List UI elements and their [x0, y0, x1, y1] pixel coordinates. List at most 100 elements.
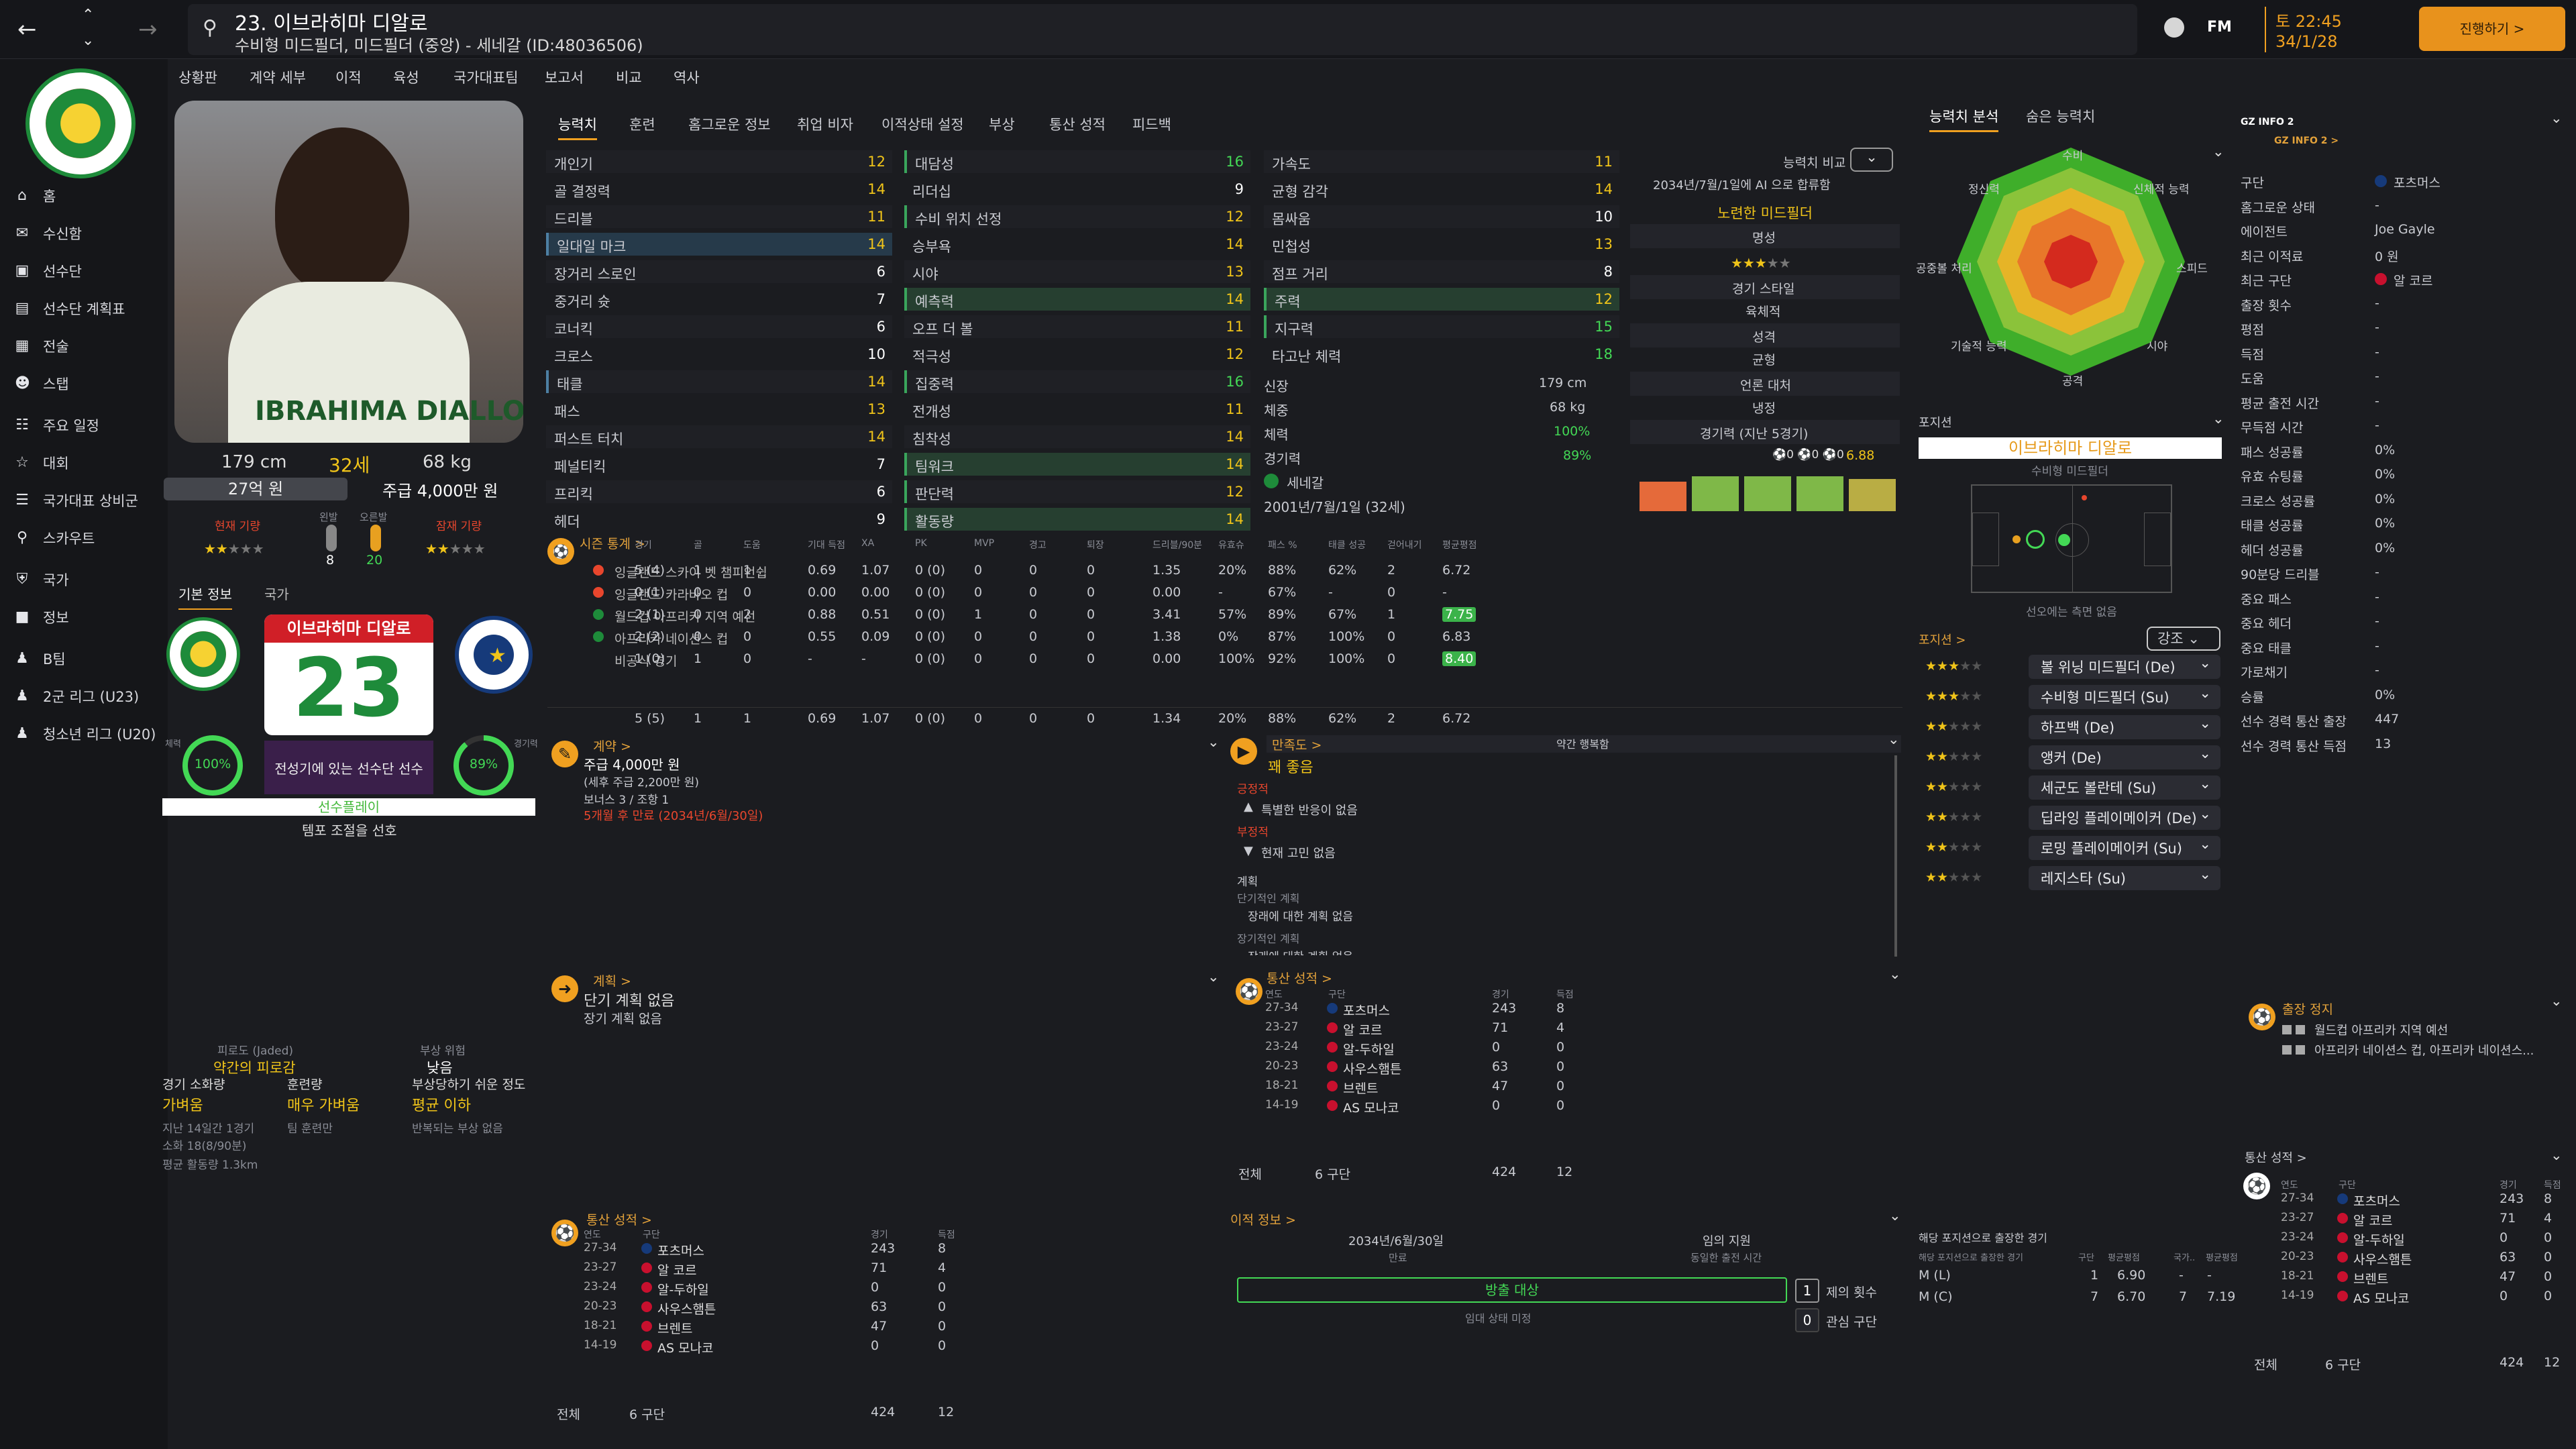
role-selector[interactable]: 로밍 플레이메이커 (Su) ⌄ — [2029, 836, 2220, 860]
suspension-collapse-icon[interactable]: ⌄ — [2551, 993, 2563, 1009]
attribute-row[interactable]: 적극성 12 — [904, 343, 1250, 366]
contract-title[interactable]: 계약 > — [593, 739, 631, 754]
role-selector[interactable]: 앵커 (De) ⌄ — [2029, 745, 2220, 769]
sidebar-item-competitions[interactable]: ☆ 대회 — [15, 449, 69, 476]
attribute-row[interactable]: 침착성 14 — [904, 425, 1250, 448]
attribute-row[interactable]: 장거리 스로인 6 — [546, 260, 892, 283]
attribute-row[interactable]: 주력 12 — [1264, 288, 1619, 311]
role-selector[interactable]: 수비형 미드필더 (Su) ⌄ — [2029, 685, 2220, 709]
chevron-down-icon[interactable]: ⌄ — [82, 32, 95, 49]
attribute-row[interactable]: 퍼스트 터치 14 — [546, 425, 892, 448]
tab-injuries[interactable]: 부상 — [989, 117, 1015, 133]
attribute-row[interactable]: 전개성 11 — [904, 398, 1250, 421]
season-row[interactable]: 월드컵 아프리카 지역 예선 2 (1) 0 2 0.88 0.51 0 (0) 1 0 0 3.4… — [547, 604, 1902, 625]
career-club[interactable]: 사우스햄튼 — [1343, 1062, 1402, 1077]
chevron-up-icon[interactable]: ⌃ — [82, 7, 95, 23]
career-title-2[interactable]: 통산 성적 > — [586, 1213, 652, 1228]
subnav-international[interactable]: 국가대표팀 — [453, 70, 519, 86]
attribute-row[interactable]: 대담성 16 — [904, 150, 1250, 173]
sidebar-item-squad[interactable]: ▣ 선수단 — [15, 258, 82, 284]
tab-work-permit[interactable]: 취업 비자 — [797, 117, 853, 133]
tab-career-stats[interactable]: 통산 성적 — [1049, 117, 1106, 133]
sidebar-item-u23[interactable]: ♟ 2군 리그 (U23) — [15, 683, 139, 710]
transfer-title[interactable]: 이적 정보 > — [1230, 1213, 1296, 1228]
attribute-row[interactable]: 패스 13 — [546, 398, 892, 421]
career-club[interactable]: 브렌트 — [1343, 1081, 1379, 1096]
attribute-row[interactable]: 드리블 11 — [546, 205, 892, 228]
career-collapse-icon-3[interactable]: ⌄ — [2551, 1147, 2563, 1163]
search-bar[interactable]: ⚲ 23. 이브라히마 디알로 수비형 미드필더, 미드필더 (중앙) - 세네… — [188, 4, 2137, 55]
tab-basic-info[interactable]: 기본 정보 — [178, 584, 232, 610]
attribute-row[interactable]: 민첩성 13 — [1264, 233, 1619, 256]
career-club[interactable]: 사우스햄튼 — [2353, 1252, 2412, 1267]
career-title[interactable]: 통산 성적 > — [1267, 971, 1332, 986]
attribute-row[interactable]: 예측력 14 — [904, 288, 1250, 311]
career-club[interactable]: 사우스햄튼 — [657, 1302, 716, 1317]
attribute-row[interactable]: 프리킥 6 — [546, 480, 892, 503]
attribute-row[interactable]: 집중력 16 — [904, 370, 1250, 393]
ability-collapse-icon[interactable]: ⌄ — [2212, 144, 2224, 160]
career-collapse-icon[interactable]: ⌄ — [1889, 966, 1901, 982]
nation-badge[interactable] — [25, 68, 136, 178]
subnav-transfer[interactable]: 이적 — [335, 70, 362, 86]
career-club[interactable]: 브렌트 — [657, 1322, 693, 1336]
sidebar-item-national-squad[interactable]: ☰ 국가대표 상비군 — [15, 487, 138, 514]
sidebar-item-u20[interactable]: ♟ 청소년 리그 (U20) — [15, 720, 156, 747]
role-selector[interactable]: 세군도 볼란테 (Su) ⌄ — [2029, 775, 2220, 800]
attribute-row[interactable]: 시야 13 — [904, 260, 1250, 283]
season-row[interactable]: 비공식 경기 1 (0) 1 0 - - 0 (0) 0 0 0 0.00 100% 92% 100% 0 8… — [547, 648, 1902, 669]
attribute-row[interactable]: 수비 위치 선정 12 — [904, 205, 1250, 228]
attribute-row[interactable]: 태클 14 — [546, 370, 892, 393]
career-club[interactable]: 알 코르 — [1343, 1023, 1383, 1038]
career-club[interactable]: 포츠머스 — [2353, 1194, 2400, 1209]
attribute-row[interactable]: 개인기 12 — [546, 150, 892, 173]
forward-arrow-icon[interactable]: → — [138, 16, 158, 43]
season-row[interactable]: 잉글랜드 스카이 벳 챔피언쉽 5 (4) 1 1 0.69 1.07 0 (0) 0 0 0 1.… — [547, 559, 1902, 581]
attribute-row[interactable]: 활동량 14 — [904, 508, 1250, 531]
happiness-scrollbar[interactable] — [1894, 755, 1897, 957]
career-club[interactable]: 브렌트 — [2353, 1272, 2389, 1287]
gz-collapse-icon[interactable]: ⌄ — [2551, 110, 2563, 126]
attribute-row[interactable]: 몸싸움 10 — [1264, 205, 1619, 228]
role-selector[interactable]: 볼 위닝 미드필더 (De) ⌄ — [2029, 655, 2220, 679]
attribute-row[interactable]: 균형 감각 14 — [1264, 178, 1619, 201]
attribute-row[interactable]: 페널티킥 7 — [546, 453, 892, 476]
subnav-compare[interactable]: 비교 — [616, 70, 642, 86]
strength-dropdown[interactable]: 강조 ⌄ — [2147, 627, 2220, 651]
subnav-history[interactable]: 역사 — [674, 70, 700, 86]
attribute-row[interactable]: 헤더 9 — [546, 508, 892, 531]
club-badge-icon[interactable] — [2164, 17, 2184, 38]
sidebar-item-info[interactable]: ■ 정보 — [15, 604, 69, 631]
plans-title[interactable]: 계획 > — [593, 974, 631, 989]
contract-collapse-icon[interactable]: ⌄ — [1208, 734, 1220, 750]
career-club[interactable]: 알 코르 — [657, 1263, 697, 1278]
attribute-row[interactable]: 코너킥 6 — [546, 315, 892, 338]
attribute-row[interactable]: 점프 거리 8 — [1264, 260, 1619, 283]
sidebar-item-inbox[interactable]: ✉ 수신함 — [15, 220, 82, 247]
attribute-row[interactable]: 중거리 슛 7 — [546, 288, 892, 311]
happiness-collapse-icon[interactable]: ⌄ — [1888, 731, 1900, 747]
career-club[interactable]: 알-두하일 — [2353, 1233, 2405, 1248]
career-club[interactable]: 알 코르 — [2353, 1214, 2393, 1228]
gz-subtitle[interactable]: GZ INFO 2 > — [2274, 136, 2339, 146]
career-club[interactable]: 알-두하일 — [657, 1283, 709, 1297]
season-stats-title[interactable]: 시즌 통계 > — [580, 537, 645, 551]
attribute-row[interactable]: 가속도 11 — [1264, 150, 1619, 173]
tab-transfer-status[interactable]: 이적상태 설정 — [881, 117, 964, 133]
suspension-title[interactable]: 출장 정지 — [2282, 1002, 2333, 1017]
tab-training[interactable]: 훈련 — [629, 117, 655, 133]
tab-nation[interactable]: 국가 — [264, 586, 289, 602]
role-selector[interactable]: 딥라잉 플레이메이커 (De) ⌄ — [2029, 806, 2220, 830]
attribute-row[interactable]: 일대일 마크 14 — [546, 233, 892, 256]
roles-title[interactable]: 포지션 > — [1919, 633, 1966, 647]
attribute-row[interactable]: 리더십 9 — [904, 178, 1250, 201]
sidebar-item-squad-planner[interactable]: ▤ 선수단 계획표 — [15, 295, 125, 322]
subnav-development[interactable]: 육성 — [393, 70, 419, 86]
tab-ability-analysis[interactable]: 능력치 분석 — [1929, 106, 1999, 132]
tab-feedback[interactable]: 피드백 — [1132, 117, 1171, 133]
career-club[interactable]: 알-두하일 — [1343, 1042, 1395, 1057]
fm-logo[interactable]: FM — [2207, 19, 2232, 36]
career-club[interactable]: AS 모나코 — [657, 1341, 714, 1356]
subnav-overview[interactable]: 상황판 — [178, 70, 217, 86]
